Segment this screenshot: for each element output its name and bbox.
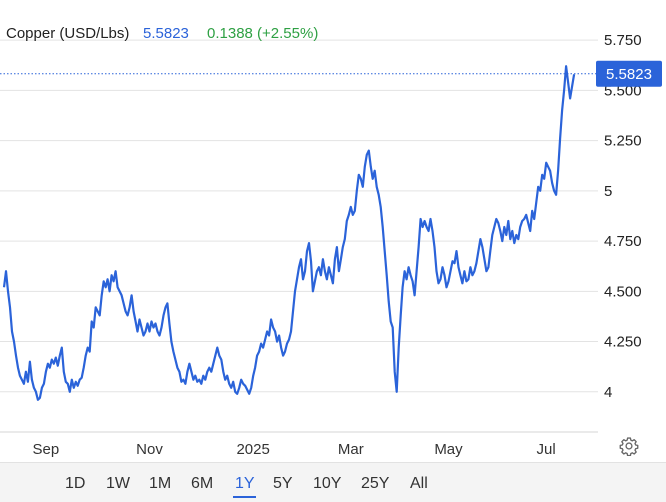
- range-button-25y[interactable]: 25Y: [361, 475, 390, 492]
- x-tick-label: 2025: [236, 441, 269, 458]
- series-line[interactable]: [2, 65, 576, 401]
- range-button-all[interactable]: All: [410, 475, 428, 492]
- instrument-name: Copper (USD/Lbs): [6, 25, 129, 42]
- x-tick-label: Mar: [338, 441, 364, 458]
- range-button-6m[interactable]: 6M: [191, 475, 214, 492]
- range-selector: 1D 1W 1M 6M 1Y 5Y 10Y 25Y All: [0, 462, 666, 502]
- last-price-tag-text: 5.5823: [606, 66, 652, 83]
- y-tick-label: 5: [604, 183, 612, 200]
- y-tick-label: 5.750: [604, 32, 642, 49]
- range-button-10y[interactable]: 10Y: [313, 475, 342, 492]
- current-price: 5.5823: [143, 25, 189, 42]
- range-button-1y[interactable]: 1Y: [235, 475, 255, 492]
- line-layer: [2, 65, 576, 401]
- gear-icon[interactable]: [619, 436, 639, 456]
- price-change: 0.1388 (+2.55%): [207, 25, 318, 42]
- chart-header: Copper (USD/Lbs) 5.5823 0.1388 (+2.55%): [6, 25, 318, 42]
- y-tick-label: 5.250: [604, 133, 642, 150]
- x-tick-label: Nov: [136, 441, 163, 458]
- active-range-indicator: [233, 496, 256, 498]
- y-tick-label: 4.750: [604, 233, 642, 250]
- last-price-tag: 5.5823: [596, 60, 662, 87]
- y-tick-label: 4.250: [604, 334, 642, 351]
- y-tick-label: 4: [604, 384, 612, 401]
- x-tick-label: Sep: [33, 441, 60, 458]
- x-axis: Sep Nov 2025 Mar May Jul: [33, 441, 556, 458]
- range-button-1m[interactable]: 1M: [149, 475, 172, 492]
- range-button-5y[interactable]: 5Y: [273, 475, 293, 492]
- x-tick-label: May: [434, 441, 463, 458]
- x-tick-label: Jul: [537, 441, 556, 458]
- y-tick-label: 4.500: [604, 283, 642, 300]
- grid-layer: [0, 39, 598, 433]
- range-button-1w[interactable]: 1W: [106, 475, 130, 492]
- range-button-1d[interactable]: 1D: [65, 475, 86, 492]
